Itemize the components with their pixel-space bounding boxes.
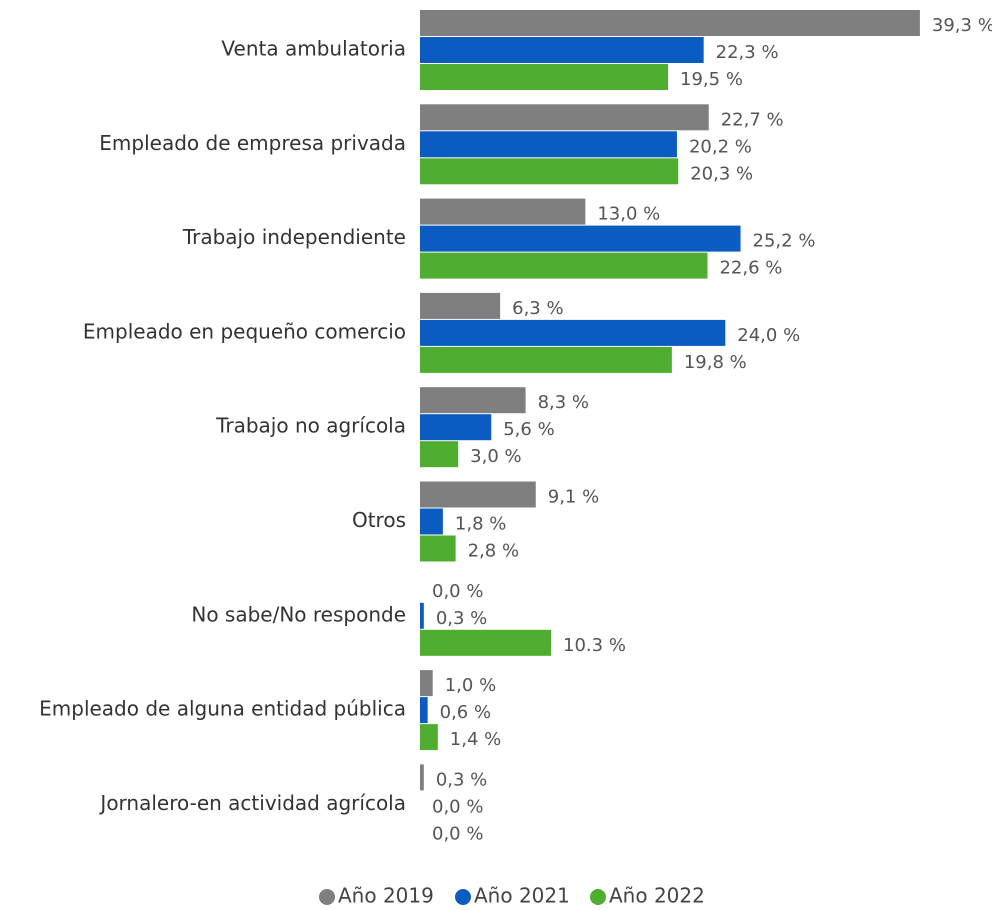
- bar: [420, 198, 586, 225]
- category-label: Empleado de empresa privada: [99, 131, 406, 155]
- value-label: 0,6 %: [440, 702, 491, 723]
- bar: [420, 508, 443, 535]
- bar: [420, 535, 456, 562]
- value-label: 0,3 %: [436, 769, 487, 790]
- legend-label: Año 2021: [474, 884, 570, 908]
- bar: [420, 292, 501, 319]
- value-label: 5,6 %: [503, 419, 554, 440]
- value-label: 13,0 %: [597, 204, 660, 225]
- bar: [420, 131, 677, 158]
- value-label: 19,8 %: [684, 352, 747, 373]
- bar: [420, 629, 552, 656]
- category-label: Empleado en pequeño comercio: [83, 319, 406, 343]
- value-label: 39,3 %: [932, 15, 992, 36]
- category-label: No sabe/No responde: [191, 602, 406, 626]
- bar: [420, 158, 679, 185]
- bar: [420, 104, 709, 131]
- value-label: 22,3 %: [716, 42, 779, 63]
- value-label: 8,3 %: [538, 392, 589, 413]
- bar: [420, 346, 672, 373]
- bar: [420, 225, 741, 252]
- category-label: Otros: [352, 508, 406, 532]
- value-label: 0,0 %: [432, 581, 483, 602]
- bar: [420, 387, 526, 414]
- bar: [420, 602, 424, 629]
- bar: [420, 10, 920, 36]
- category-label: Venta ambulatoria: [221, 37, 406, 61]
- value-label: 0,0 %: [432, 823, 483, 844]
- legend-marker: [455, 889, 471, 905]
- value-label: 25,2 %: [753, 231, 816, 252]
- value-label: 3,0 %: [470, 446, 521, 467]
- category-label: Trabajo independiente: [182, 225, 406, 249]
- value-label: 6,3 %: [512, 298, 563, 319]
- bar: [420, 697, 428, 724]
- value-label: 1,0 %: [445, 675, 496, 696]
- legend-label: Año 2022: [609, 884, 705, 908]
- legend-label: Año 2019: [338, 884, 434, 908]
- bar: [420, 670, 433, 697]
- value-label: 22,7 %: [721, 109, 784, 130]
- value-label: 0,0 %: [432, 796, 483, 817]
- value-label: 0,3 %: [436, 608, 487, 629]
- category-label: Trabajo no agrícola: [215, 414, 406, 438]
- value-label: 9,1 %: [548, 487, 599, 508]
- value-label: 2,8 %: [468, 541, 519, 562]
- bar: [420, 414, 492, 441]
- legend-marker: [590, 889, 606, 905]
- category-label: Empleado de alguna entidad pública: [39, 697, 406, 721]
- bar: [420, 441, 459, 468]
- bar: [420, 64, 669, 90]
- value-label: 10.3 %: [563, 635, 626, 656]
- bar: [420, 481, 536, 508]
- value-label: 1,8 %: [455, 514, 506, 535]
- value-label: 24,0 %: [737, 325, 800, 346]
- legend-marker: [319, 889, 335, 905]
- bar: [420, 764, 424, 791]
- value-label: 19,5 %: [680, 69, 743, 90]
- bar: [420, 319, 726, 346]
- bar: [420, 252, 708, 279]
- value-label: 22,6 %: [719, 258, 782, 279]
- bar: [420, 37, 704, 63]
- category-label: Jornalero-en actividad agrícola: [98, 791, 406, 815]
- value-label: 1,4 %: [450, 729, 501, 750]
- bar: [420, 724, 438, 751]
- value-label: 20,2 %: [689, 136, 752, 157]
- value-label: 20,3 %: [690, 163, 753, 184]
